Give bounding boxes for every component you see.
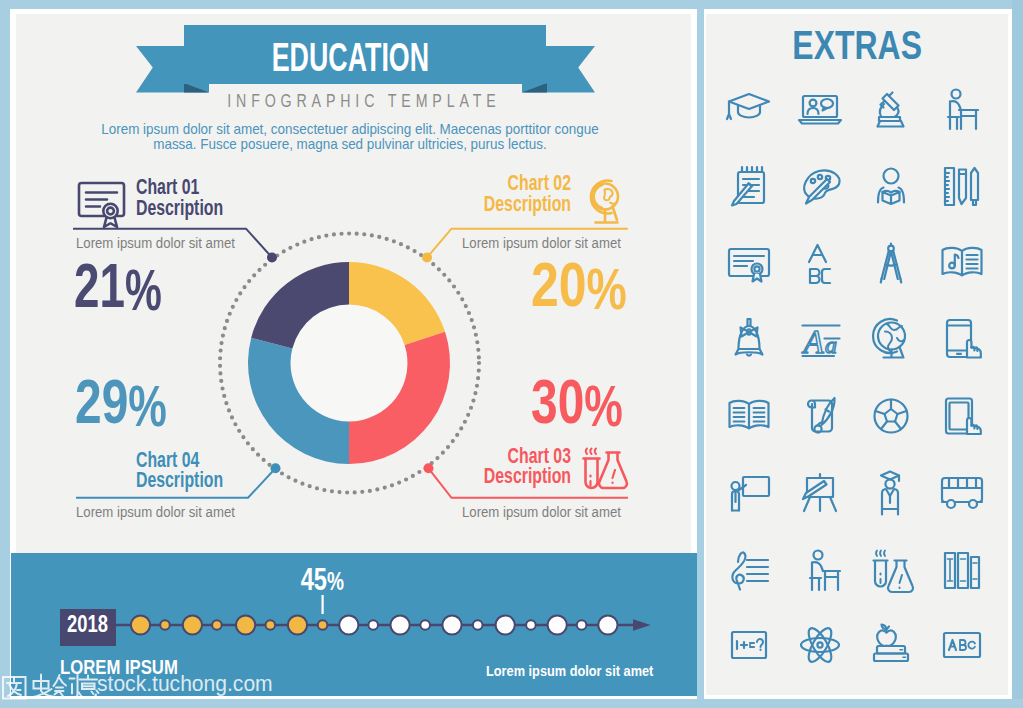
- svg-text:a: a: [825, 332, 837, 358]
- svg-text:A: A: [802, 324, 825, 360]
